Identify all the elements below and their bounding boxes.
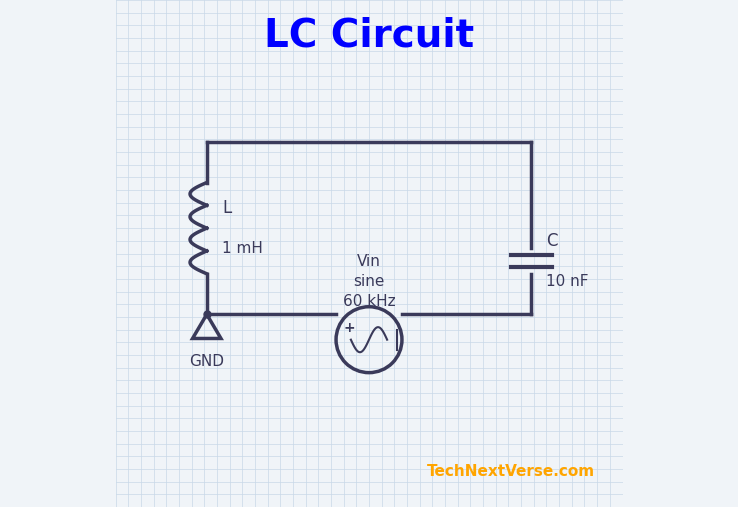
Text: LC Circuit: LC Circuit [264,17,474,54]
Text: Vin: Vin [357,254,381,269]
Text: +: + [343,321,355,335]
Text: 1 mH: 1 mH [222,241,263,256]
Text: TechNextVerse.com: TechNextVerse.com [427,464,595,479]
Text: C: C [546,232,558,250]
Text: 10 nF: 10 nF [546,274,589,289]
Text: 60 kHz: 60 kHz [342,294,396,309]
Text: L: L [222,199,231,217]
Text: sine: sine [354,274,384,289]
Text: GND: GND [189,354,224,369]
